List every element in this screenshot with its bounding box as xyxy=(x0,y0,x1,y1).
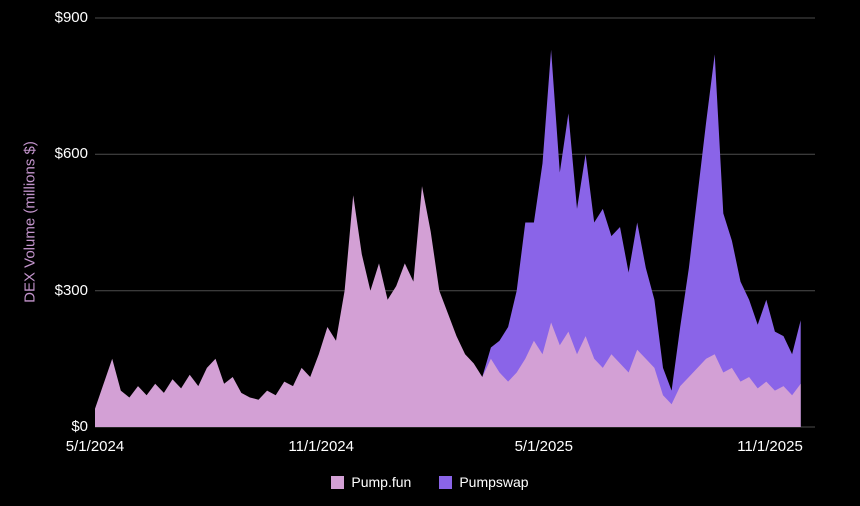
x-tick-label: 11/1/2025 xyxy=(737,438,803,455)
x-tick-label: 5/1/2025 xyxy=(514,438,573,455)
legend-label-pumpswap: Pumpswap xyxy=(459,474,529,490)
y-tick-label: $300 xyxy=(54,281,88,299)
y-tick-label: $0 xyxy=(71,418,88,435)
legend: Pump.fun Pumpswap xyxy=(0,474,860,490)
legend-item-pumpfun: Pump.fun xyxy=(331,474,411,490)
pumpfun-area xyxy=(95,186,801,427)
y-axis-title: DEX Volume (millions $) xyxy=(21,141,39,303)
legend-item-pumpswap: Pumpswap xyxy=(439,474,529,490)
pumpswap-swatch xyxy=(439,475,453,489)
pumpswap-area xyxy=(482,49,801,428)
pumpfun-swatch xyxy=(331,475,345,489)
x-tick-label: 11/1/2024 xyxy=(288,438,354,455)
x-tick-label: 5/1/2024 xyxy=(65,438,125,455)
y-tick-label: $900 xyxy=(54,9,88,26)
y-tick-label: $600 xyxy=(54,145,88,163)
legend-label-pumpfun: Pump.fun xyxy=(351,474,412,490)
